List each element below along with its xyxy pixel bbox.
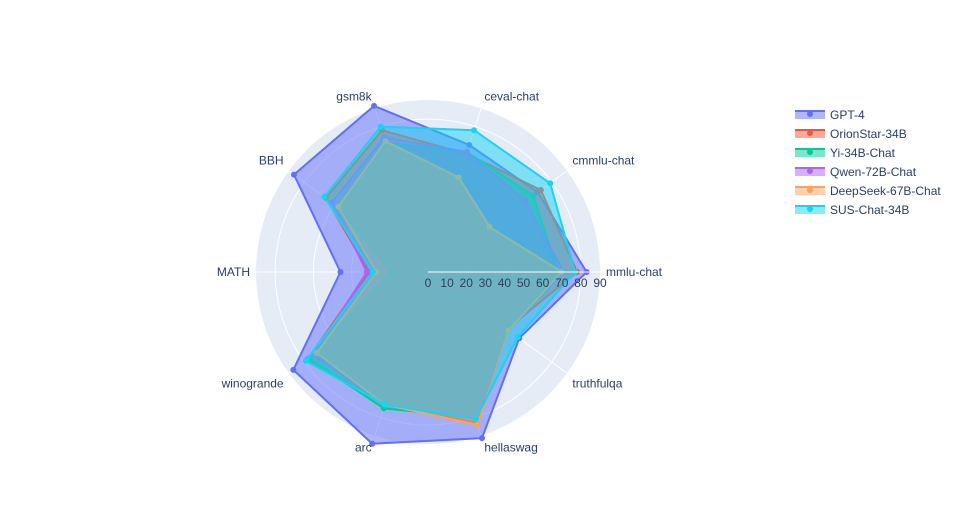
category-label: gsm8k bbox=[336, 90, 372, 104]
radial-tick-label: 80 bbox=[574, 276, 588, 290]
category-label: ceval-chat bbox=[484, 90, 539, 104]
radial-tick-label: 50 bbox=[517, 276, 531, 290]
data-point bbox=[514, 334, 521, 341]
legend-label: OrionStar-34B bbox=[830, 127, 907, 141]
radial-tick-label: 60 bbox=[536, 276, 550, 290]
legend-label: Yi-34B-Chat bbox=[830, 146, 896, 160]
series-traces bbox=[290, 102, 590, 447]
category-label: winogrande bbox=[221, 376, 284, 390]
category-label: truthfulqa bbox=[572, 376, 622, 390]
radial-axis: 0 10 20 30 40 50 60 70 80 90 bbox=[425, 271, 607, 290]
legend-marker bbox=[807, 130, 813, 136]
legend-item[interactable]: SUS-Chat-34B bbox=[795, 203, 909, 217]
legend-marker bbox=[807, 111, 813, 117]
data-point bbox=[371, 102, 378, 109]
legend-label: GPT-4 bbox=[830, 108, 865, 122]
radial-tick-label: 10 bbox=[440, 276, 454, 290]
legend-marker bbox=[807, 206, 813, 212]
category-label: mmlu-chat bbox=[606, 265, 663, 279]
legend-label: Qwen-72B-Chat bbox=[830, 165, 917, 179]
data-point bbox=[377, 123, 384, 130]
legend-marker bbox=[807, 168, 813, 174]
data-point bbox=[290, 171, 297, 178]
radial-tick-label: 40 bbox=[498, 276, 512, 290]
legend-item[interactable]: Qwen-72B-Chat bbox=[795, 165, 917, 179]
data-point bbox=[472, 416, 479, 423]
radial-tick-label: 20 bbox=[460, 276, 474, 290]
data-point bbox=[547, 180, 554, 187]
legend[interactable]: GPT-4 OrionStar-34B Yi-34B-Chat Qwen-72B-Ch… bbox=[795, 108, 941, 217]
data-point bbox=[363, 269, 370, 275]
category-label: cmmlu-chat bbox=[572, 154, 635, 168]
category-label: MATH bbox=[217, 265, 250, 279]
data-point bbox=[321, 193, 328, 200]
data-point bbox=[471, 127, 478, 134]
legend-item[interactable]: GPT-4 bbox=[795, 108, 865, 122]
category-label: arc bbox=[355, 440, 372, 454]
radial-tick-label: 30 bbox=[479, 276, 493, 290]
data-point bbox=[337, 269, 344, 275]
legend-item[interactable]: DeepSeek-67B-Chat bbox=[795, 184, 941, 198]
data-point bbox=[369, 269, 376, 275]
radial-tick-label: 70 bbox=[555, 276, 569, 290]
data-point bbox=[369, 440, 376, 447]
data-point bbox=[302, 357, 309, 364]
data-point bbox=[474, 421, 481, 428]
legend-marker bbox=[807, 149, 813, 155]
angular-axis: mmlu-chat cmmlu-chat ceval-chat gsm8k BBH MAT… bbox=[217, 90, 663, 455]
data-point bbox=[290, 366, 297, 373]
data-point bbox=[478, 435, 485, 442]
category-label: hellaswag bbox=[484, 440, 537, 454]
category-label: BBH bbox=[259, 154, 284, 168]
legend-marker bbox=[807, 187, 813, 193]
radial-tick-label: 0 bbox=[425, 276, 432, 290]
radial-tick-label: 90 bbox=[593, 276, 607, 290]
legend-item[interactable]: OrionStar-34B bbox=[795, 127, 907, 141]
series-sus-chat-34b bbox=[302, 123, 579, 423]
legend-label: SUS-Chat-34B bbox=[830, 203, 909, 217]
legend-label: DeepSeek-67B-Chat bbox=[830, 184, 941, 198]
legend-item[interactable]: Yi-34B-Chat bbox=[795, 146, 896, 160]
data-point bbox=[381, 401, 388, 408]
